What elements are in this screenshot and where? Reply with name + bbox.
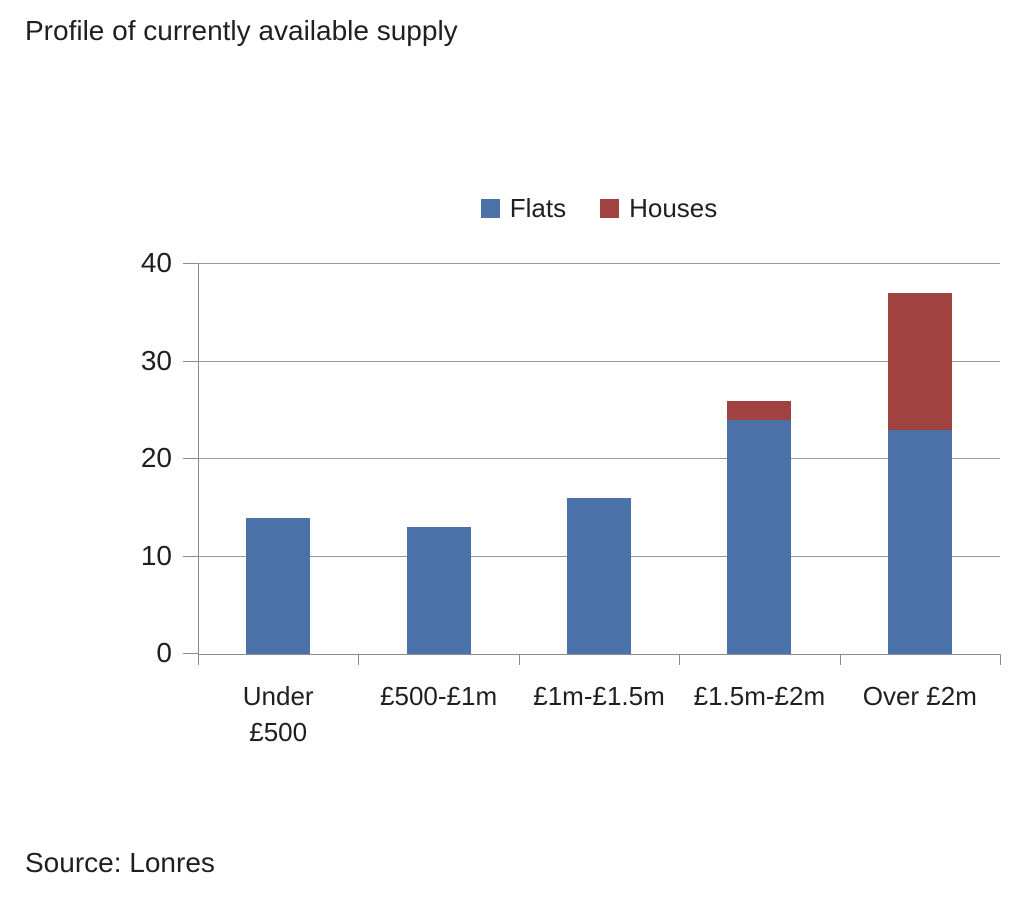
y-gridline (198, 458, 1000, 459)
legend-item-flats: Flats (480, 193, 567, 223)
x-axis-tick (839, 654, 841, 665)
x-axis-category-label: Under £500 (242, 681, 314, 747)
source-text: Source: Lonres (25, 847, 215, 878)
bar-segment-flats (406, 527, 471, 654)
bar-segment-houses (887, 293, 952, 430)
y-axis-tick (183, 458, 198, 459)
x-axis-category-label: £1.5m-£2m (693, 681, 826, 711)
bar-segment-flats (246, 517, 311, 654)
bar-segment-houses (727, 400, 792, 420)
y-gridline (198, 263, 1000, 264)
x-axis-line (198, 654, 1000, 655)
x-axis-category-label: Over £2m (862, 681, 977, 711)
bar-segment-flats (887, 429, 952, 654)
y-axis-tick (183, 360, 198, 362)
x-axis-category-label: £500-£1m (380, 681, 498, 711)
legend-item-houses: Houses (600, 193, 717, 223)
legend-swatch-houses (600, 198, 620, 218)
y-axis-tick-label: 0 (156, 637, 172, 668)
x-axis-category-label: £1m-£1.5m (533, 681, 665, 711)
y-axis-tick (183, 263, 198, 264)
x-axis-tick (518, 654, 520, 665)
legend-swatch-flats (480, 198, 500, 218)
bar-segment-flats (567, 498, 631, 654)
legend-label-flats: Flats (509, 193, 567, 223)
y-gridline (198, 360, 1000, 362)
y-axis-tick-label: 40 (140, 247, 172, 278)
bar-segment-flats (727, 420, 792, 654)
chart-title: Profile of currently available supply (25, 15, 458, 46)
legend-label-houses: Houses (629, 193, 718, 223)
y-axis-tick (183, 653, 198, 654)
y-axis-tick (183, 555, 198, 557)
y-axis-tick-label: 20 (140, 442, 172, 473)
y-axis-tick-label: 30 (140, 344, 172, 376)
x-axis-tick (198, 654, 199, 665)
y-axis-line (198, 264, 199, 654)
y-axis-tick-label: 10 (140, 539, 172, 571)
x-axis-tick (1000, 654, 1001, 665)
x-axis-tick (358, 654, 360, 665)
x-axis-tick (679, 654, 681, 665)
chart-legend: Flats Houses (198, 190, 1000, 226)
plot-area (198, 263, 1000, 654)
